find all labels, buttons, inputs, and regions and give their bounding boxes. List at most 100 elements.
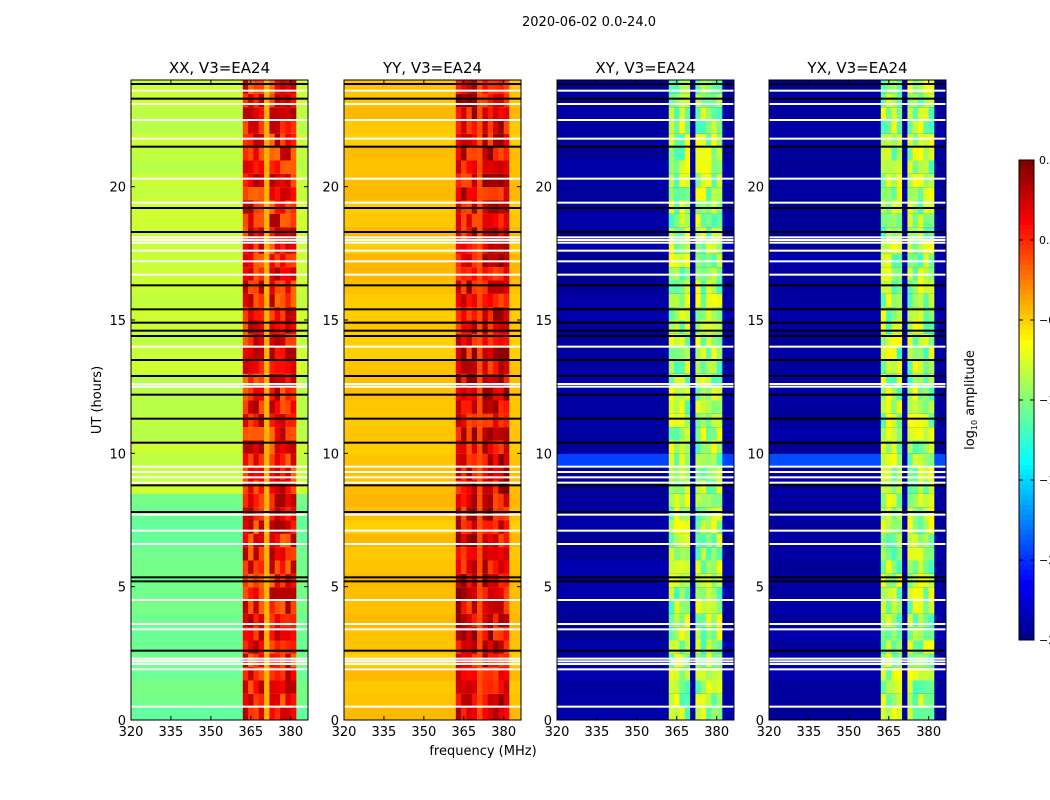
heatmap-cell: [684, 186, 691, 201]
heatmap-cell: [907, 626, 914, 641]
heatmap-cell: [280, 693, 286, 708]
heatmap-cell: [711, 293, 717, 308]
heatmap-cell: [253, 573, 260, 588]
x-tick-label: 335: [797, 725, 822, 740]
heatmap-cell: [290, 573, 297, 588]
colorbar-segment: [1019, 430, 1034, 436]
heatmap-cell: [290, 320, 297, 334]
black-row: [344, 321, 521, 324]
y-tick-label: 20: [747, 181, 764, 196]
black-row: [769, 83, 946, 85]
heatmap-cell: [891, 280, 898, 294]
heatmap-cell: [695, 253, 702, 268]
heatmap-cell: [493, 440, 499, 454]
flagged-row: [344, 628, 521, 631]
heatmap-cell: [269, 346, 276, 361]
heatmap-cell: [668, 306, 675, 321]
heatmap-cell: [269, 240, 276, 254]
heatmap-cell: [493, 640, 499, 654]
heatmap-cell: [285, 493, 291, 508]
y-tick-label: 0: [118, 714, 126, 729]
heatmap-cell: [482, 573, 489, 588]
panel-title: YX, V3=EA24: [806, 59, 907, 77]
heatmap-cell: [668, 626, 675, 641]
colorbar-segment: [1019, 160, 1034, 166]
colorbar-segment: [1019, 455, 1034, 461]
heatmap-cell: [503, 653, 510, 668]
heatmap-cell: [928, 480, 935, 494]
heatmap-cell: [668, 426, 675, 441]
heatmap-cell: [706, 213, 712, 228]
heatmap-cell: [902, 213, 908, 228]
heatmap-cell: [700, 413, 707, 428]
heatmap-cell: [482, 253, 489, 268]
heatmap-cell: [477, 173, 483, 188]
heatmap-cell: [498, 466, 504, 481]
heatmap-cell: [918, 560, 924, 574]
heatmap-cell: [679, 360, 686, 374]
heatmap-cell: [918, 600, 924, 614]
heatmap-cell: [253, 306, 260, 321]
heatmap-cell: [477, 160, 483, 174]
heatmap-cell: [248, 280, 254, 294]
y-tick-label: 10: [747, 447, 764, 462]
heatmap-cell: [674, 386, 680, 401]
heatmap-cell: [668, 640, 675, 654]
heatmap-cell: [455, 653, 462, 668]
heatmap-cell: [258, 453, 265, 468]
heatmap-cell: [253, 360, 260, 374]
heatmap-cell: [923, 293, 929, 308]
heatmap-cell: [285, 466, 291, 481]
heatmap-cell: [253, 93, 260, 108]
heatmap-cell: [498, 253, 504, 268]
heatmap-cell: [923, 333, 929, 348]
heatmap-cell: [912, 426, 919, 441]
heatmap-cell: [880, 240, 887, 254]
heatmap-cell: [471, 293, 478, 308]
heatmap-cell: [242, 533, 249, 548]
heatmap-cell: [918, 360, 924, 374]
heatmap-cell: [902, 373, 908, 388]
black-row: [344, 649, 521, 652]
heatmap-cell: [461, 253, 467, 268]
black-row: [131, 649, 308, 652]
heatmap-cell: [242, 200, 249, 214]
heatmap-cell: [280, 160, 286, 174]
heatmap-cell: [679, 653, 686, 668]
heatmap-cell: [503, 520, 510, 534]
heatmap-cell: [684, 480, 691, 494]
heatmap-cell: [679, 666, 686, 681]
heatmap-cell: [700, 680, 707, 694]
heatmap-cell: [498, 520, 504, 534]
heatmap-cell: [253, 266, 260, 281]
heatmap-cell: [487, 186, 494, 201]
heatmap-cell: [264, 493, 270, 508]
heatmap-cell: [248, 106, 254, 121]
heatmap-cell: [923, 213, 929, 228]
heatmap-cell: [258, 386, 265, 401]
heatmap-cell: [274, 266, 281, 281]
heatmap-cell: [482, 440, 489, 454]
heatmap-cell: [487, 613, 494, 628]
heatmap-cell: [285, 200, 291, 214]
heatmap-cell: [487, 226, 494, 241]
heatmap-cell: [461, 586, 467, 601]
heatmap-cell: [912, 133, 919, 148]
heatmap-cell: [679, 453, 686, 468]
heatmap-cell: [477, 666, 483, 681]
heatmap-cell: [912, 293, 919, 308]
heatmap-cell: [928, 400, 935, 414]
flagged-row: [131, 657, 308, 660]
heatmap-cell: [498, 93, 504, 108]
heatmap-cell: [880, 320, 887, 334]
heatmap-cell: [907, 440, 914, 454]
heatmap-cell: [695, 533, 702, 548]
heatmap-cell: [242, 306, 249, 321]
heatmap-cell: [918, 106, 924, 121]
flagged-row: [131, 663, 308, 665]
heatmap-cell: [274, 400, 281, 414]
heatmap-cell: [907, 426, 914, 441]
black-row: [769, 576, 946, 579]
heatmap-cell: [477, 466, 483, 481]
heatmap-cell: [482, 546, 489, 561]
